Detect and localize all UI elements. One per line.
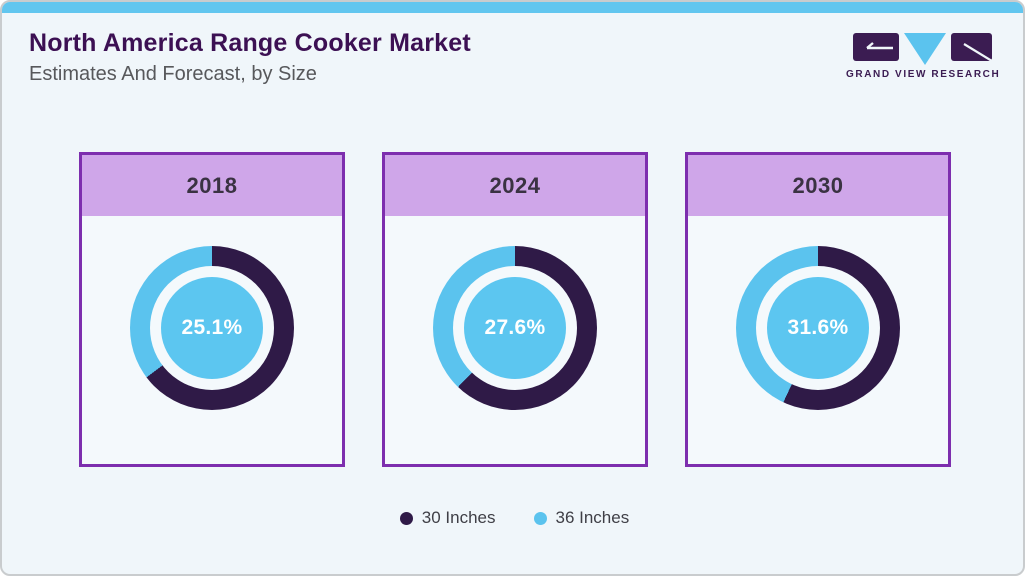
card-year-label: 2024 [489, 172, 541, 198]
card-year-label: 2018 [186, 172, 238, 198]
card-2030: 2030 31.6% [685, 152, 951, 467]
donut-center-circle: 25.1% [161, 277, 263, 379]
legend-dot-30-inches [399, 511, 413, 525]
legend-item-36-inches: 36 Inches [533, 508, 630, 528]
donut-value-label: 31.6% [787, 316, 849, 339]
donut-chart-2024: 27.6% [433, 246, 597, 410]
legend-label: 36 Inches [555, 508, 630, 527]
legend-label: 30 Inches [421, 508, 496, 527]
gvr-logo-icon [853, 33, 992, 65]
card-year-label: 2030 [792, 172, 844, 198]
top-accent-bar [2, 2, 1023, 13]
page-subtitle: Estimates And Forecast, by Size [29, 63, 317, 85]
card-2018: 2018 25.1% [79, 152, 345, 467]
donut-center-circle: 31.6% [767, 277, 869, 379]
legend-dot-36-inches [533, 511, 547, 525]
legend-item-30-inches: 30 Inches [399, 508, 496, 528]
logo-wordmark: GRAND VIEW RESEARCH [846, 69, 1001, 80]
card-2024-header: 2024 [385, 155, 645, 216]
donut-cards-row: 2018 25.1% 2024 27.6% [79, 152, 951, 467]
donut-value-label: 27.6% [484, 316, 546, 339]
donut-value-label: 25.1% [181, 316, 243, 339]
header: North America Range Cooker Market Estima… [29, 29, 471, 86]
page-title: North America Range Cooker Market [29, 29, 471, 57]
card-2030-header: 2030 [688, 155, 948, 216]
donut-chart-2018: 25.1% [130, 246, 294, 410]
card-2024: 2024 27.6% [382, 152, 648, 467]
donut-center-circle: 27.6% [464, 277, 566, 379]
grand-view-research-logo: GRAND VIEW RESEARCH [846, 31, 1001, 80]
donut-chart-2030: 31.6% [736, 246, 900, 410]
chart-legend: 30 Inches 36 Inches [2, 508, 1023, 528]
card-2018-header: 2018 [82, 155, 342, 216]
